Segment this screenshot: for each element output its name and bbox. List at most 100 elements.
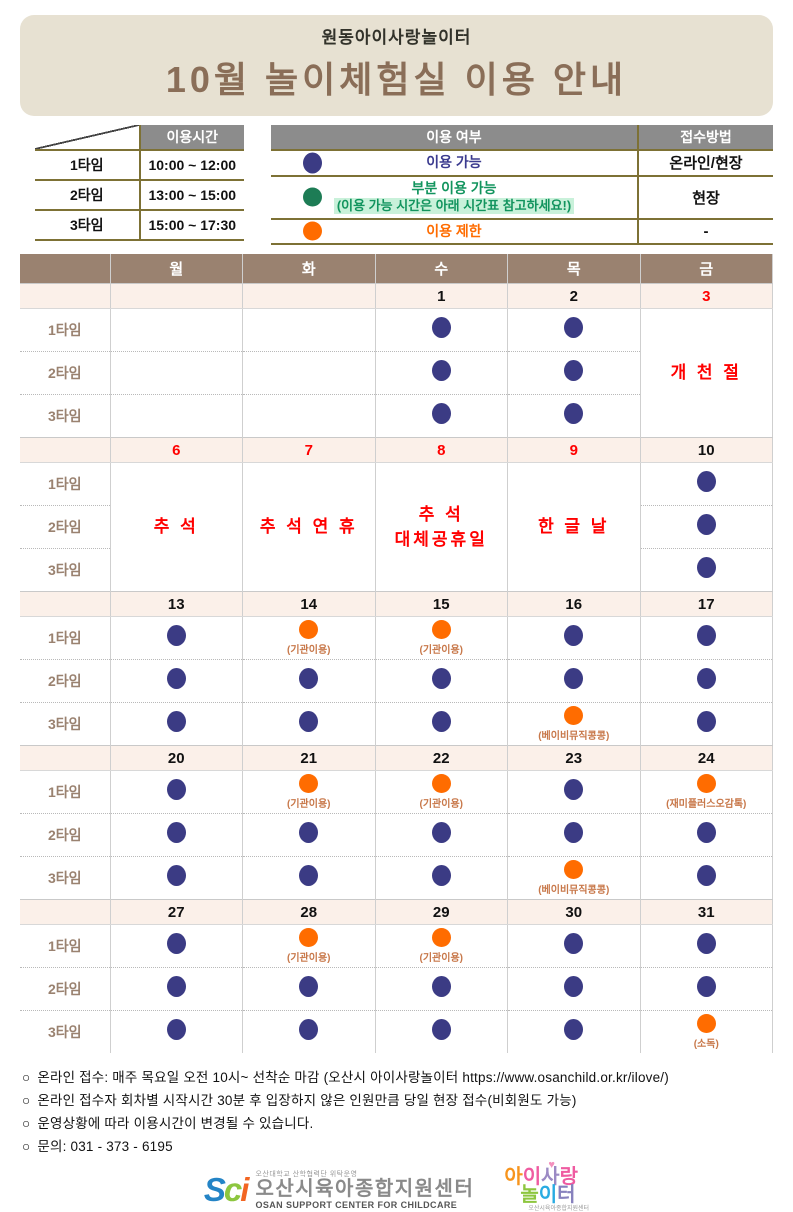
restriction-caption: (기관이용) [287, 799, 331, 810]
calendar-cell [507, 967, 640, 1011]
logo-char: 이 [538, 1184, 558, 1206]
note-text: 문의: 031 - 373 - 6195 [37, 1139, 173, 1154]
available-dot-icon [299, 865, 319, 886]
calendar-cell [639, 924, 773, 968]
calendar-cell [242, 813, 375, 857]
calendar-time-row: 2타임 [20, 659, 773, 703]
calendar-cell [109, 856, 243, 900]
date-cell: 7 [242, 437, 375, 463]
time-slot-label: 3타임 [20, 1010, 110, 1053]
calendar-cell [109, 924, 243, 968]
time-slot-label: 2타임 [20, 967, 110, 1011]
date-cell: 21 [242, 745, 375, 771]
logo-char: 터 [557, 1184, 576, 1206]
date-label-spacer [20, 899, 110, 925]
page-title: 10월 놀이체험실 이용 안내 [165, 59, 628, 100]
restricted-dot-icon [696, 774, 716, 793]
note-line: ○ 온라인 접수: 매주 목요일 오전 10시~ 선착순 마감 (오산시 아이사랑… [22, 1066, 773, 1086]
date-cell: 10 [639, 437, 773, 463]
logo-line2: 놀이터 [520, 1185, 589, 1205]
calendar-cell [374, 351, 508, 395]
holiday-cell: 한 글 날 [507, 462, 640, 592]
i-sarang-playground-logo: ♥ 아이사랑 놀이터 오산시육아종합지원센터 [504, 1160, 589, 1212]
title-banner: 원동아이사랑놀이터 10월 놀이체험실 이용 안내 [20, 15, 773, 116]
restricted-dot-icon [431, 774, 451, 793]
available-dot-icon [696, 668, 716, 689]
calendar-cell [374, 813, 508, 857]
date-cell: 23 [507, 745, 640, 771]
note-bullet-icon: ○ [22, 1070, 31, 1085]
available-dot-icon [696, 933, 716, 954]
calendar-cell [374, 394, 508, 438]
available-dot-icon [564, 668, 584, 689]
calendar-cell [374, 967, 508, 1011]
available-dot-icon [696, 865, 716, 886]
available-dot-icon [431, 1019, 451, 1040]
calendar-cell [374, 702, 508, 746]
restriction-caption: (기관이용) [419, 799, 463, 810]
restricted-dot-icon [564, 860, 584, 879]
calendar-cell [507, 394, 640, 438]
logo-char: 놀 [520, 1184, 539, 1206]
day-header: 월 [109, 254, 243, 284]
calendar-cell: (기관이용) [374, 616, 508, 660]
date-row: 6 7 8 9 10 [20, 437, 773, 463]
restricted-dot-icon [299, 774, 319, 793]
time-table-header-row: 이용시간 [35, 125, 244, 150]
day-header: 수 [374, 254, 508, 284]
holiday-cell: 추 석 [109, 462, 243, 592]
note-text: 온라인 접수: 매주 목요일 오전 10시~ 선착순 마감 (오산시 아이사랑놀… [37, 1070, 669, 1085]
available-dot-icon [696, 514, 716, 535]
available-dot-icon [166, 976, 186, 997]
time-row-label: 2타임 [35, 180, 141, 210]
calendar-time-row: 3타임 [20, 394, 773, 438]
date-cell: 15 [374, 591, 508, 617]
restricted-dot-icon [564, 706, 584, 725]
calendar-cell [639, 967, 773, 1011]
note-line: ○ 온라인 접수자 회차별 시작시간 30분 후 입장하지 않은 인원만큼 당일 … [22, 1089, 773, 1109]
time-slot-label: 1타임 [47, 476, 82, 492]
status-label-block: 부분 이용 가능 (이용 가능 시간은 아래 시간표 참고하세요!) [271, 180, 637, 215]
restriction-caption: (기관이용) [419, 953, 463, 964]
available-dot-icon [564, 822, 584, 843]
calendar-cell [507, 308, 640, 352]
navy-dot-icon [303, 152, 322, 174]
calendar-cell [242, 856, 375, 900]
logo-small-caption: 오산대학교 산학협력단 위탁운영 [255, 1171, 358, 1178]
date-label-spacer [20, 283, 110, 309]
calendar-cell [507, 770, 640, 814]
calendar-cell [242, 1010, 375, 1053]
calendar-cell [109, 394, 243, 438]
time-slot-label: 3타임 [20, 702, 110, 746]
date-cell: 6 [109, 437, 243, 463]
restriction-caption: (베이비뮤직콩콩) [538, 731, 610, 742]
calendar-time-row: 2타임 [20, 351, 773, 395]
time-row-label: 1타임 [35, 150, 141, 180]
calendar-time-row: 3타임 [20, 548, 773, 592]
time-slot-label: 2타임 [20, 813, 110, 857]
date-cell: 9 [507, 437, 640, 463]
calendar-time-row: 2타임 [20, 505, 773, 549]
calendar-cell [109, 813, 243, 857]
available-dot-icon [431, 403, 451, 424]
available-dot-icon [299, 668, 319, 689]
calendar-cell [374, 856, 508, 900]
status-cell: 부분 이용 가능 (이용 가능 시간은 아래 시간표 참고하세요!) [271, 176, 638, 219]
calendar-cell: (기관이용) [374, 924, 508, 968]
calendar-cell [507, 351, 640, 395]
available-dot-icon [166, 711, 186, 732]
method-header: 접수방법 [637, 125, 773, 150]
calendar-time-row: 1타임 개 천 절 [20, 308, 773, 438]
restricted-dot-icon [299, 620, 319, 639]
orange-dot-icon [303, 221, 322, 241]
time-row-label: 3타임 [35, 210, 141, 240]
date-row: 20 21 22 23 24 [20, 745, 773, 771]
available-dot-icon [166, 779, 186, 800]
available-dot-icon [431, 360, 451, 381]
date-cell: 30 [507, 899, 640, 925]
available-dot-icon [696, 711, 716, 732]
calendar-cell [109, 702, 243, 746]
time-slot-label: 1타임 [47, 784, 82, 800]
date-cell: 17 [639, 591, 773, 617]
